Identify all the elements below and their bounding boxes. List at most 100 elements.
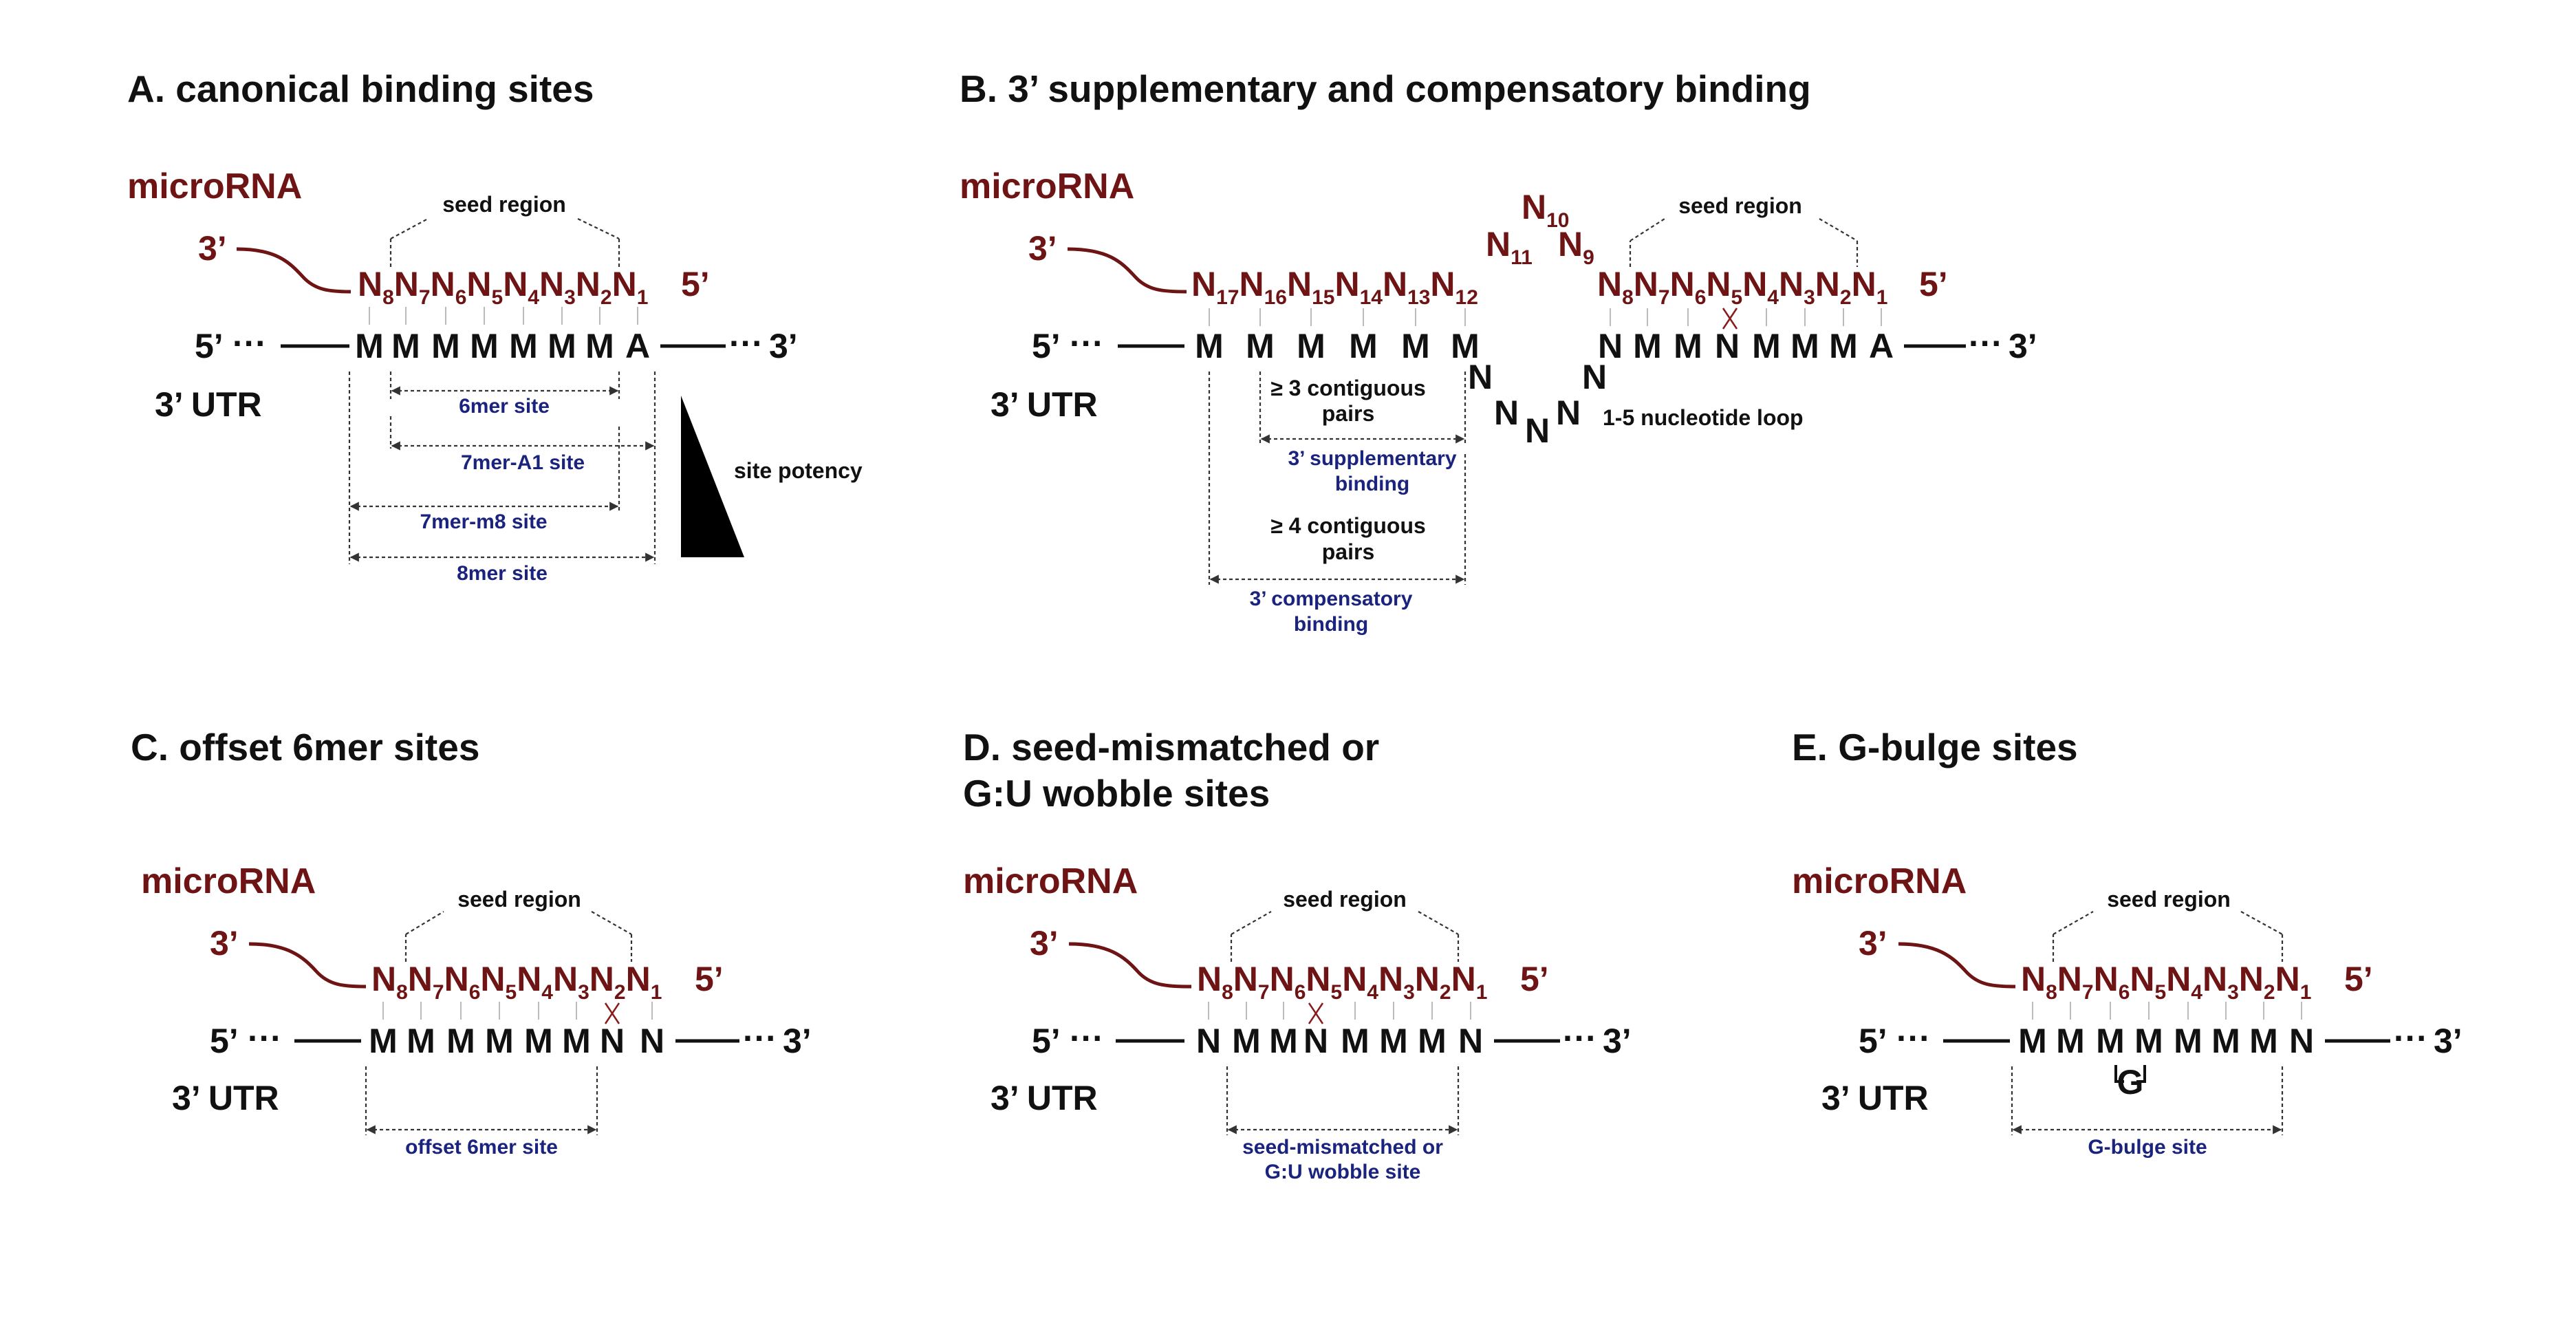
supplementary-bracket [1259,372,1466,444]
seed-bracket [2052,911,2284,962]
mirna-index: 3 [1804,286,1815,309]
utr-label: 3’ UTR [155,385,262,424]
seed-region-label: seed region [1678,193,1802,218]
supplementary-pairs-line1: ≥ 3 contiguous [1270,376,1426,400]
target-base: N [1196,1022,1221,1060]
target-dots-right: ··· [2394,1019,2428,1057]
mirna-5prime-label: 5’ [695,960,724,998]
compensatory-label-line1: 3’ compensatory [1250,588,1413,610]
mirna-tail [1068,942,1192,989]
target-5prime-label: 5’ [1859,1022,1887,1060]
target-base: M [391,327,420,365]
mirna-index: 2 [2264,981,2275,1004]
mirna-index: 6 [2119,981,2130,1004]
target-dots-right: ··· [743,1019,777,1057]
mirna-index: 8 [2046,981,2057,1004]
target-base: M [1829,327,1858,365]
mirna-tail [1067,247,1187,294]
utr-label: 3’ UTR [1821,1079,1929,1117]
supplementary-label-line1: 3’ supplementary [1288,447,1456,470]
target-loop-base: N [1556,394,1581,432]
site-label-line1: seed-mismatched or [1242,1136,1443,1159]
target-dots-left: ··· [1070,324,1104,363]
site-label-8mer: 8mer site [457,562,548,585]
target-dots-left: ··· [232,324,267,363]
target-strand-right: N M M N M M M A [1598,327,1894,365]
compensatory-bracket [1208,372,1466,585]
mirna-loop-n10: N10 [1522,188,1569,232]
seed-bracket [389,218,620,267]
target-base: M [2249,1022,2278,1060]
target-base: M [562,1022,591,1060]
pairing-ticks [369,307,638,325]
target-loop-base: N [1494,394,1519,432]
mirna-index: 6 [455,286,467,309]
mirna-index: 2 [600,286,612,309]
panel-d: D. seed-mismatched or G:U wobble sites m… [963,726,1632,1183]
mirna-index: 13 [1407,286,1430,309]
mirna-index: 6 [1695,286,1707,309]
mirna-index: 4 [1767,286,1779,309]
mirna-index: 8 [1622,286,1634,309]
target-dots-left: ··· [1896,1019,1931,1057]
target-base: M [1195,327,1224,365]
mirna-label: microRNA [1792,861,1967,901]
target-base: M [1401,327,1430,365]
target-base: N [1303,1022,1328,1060]
utr-label: 3’ UTR [991,1079,1098,1117]
mirna-index: 4 [528,286,539,309]
pairing-ticks [1208,1002,1471,1020]
site-bracket [365,1066,598,1135]
mirna-index: 9 [1583,246,1594,269]
mirna-index: 7 [1258,981,1270,1004]
mirna-index: 7 [1658,286,1670,309]
mirna-tail [236,247,351,294]
target-3prime-label: 3’ [2009,327,2037,365]
mirna-index: 1 [651,981,662,1004]
target-base: M [1232,1022,1261,1060]
target-strand: N M M N M M M N [1196,1022,1483,1060]
mirna-5prime-label: 5’ [2344,960,2373,998]
target-3prime-label: 3’ [1603,1022,1632,1060]
mirna-index: 5 [506,981,517,1004]
target-base: M [1297,327,1325,365]
target-base: M [2211,1022,2240,1060]
target-strand: M M M M M M M A [355,327,650,365]
panel-e-title: E. G-bulge sites [1792,726,2078,768]
target-3prime-label: 3’ [783,1022,812,1060]
panel-a: A. canonical binding sites microRNA seed… [127,67,863,585]
target-base: N [640,1022,664,1060]
g-bulge: G [2114,1063,2146,1101]
mirna-strand: N8N7N6N5N4N3N2N1 [371,960,662,1004]
target-loop-base: N [1525,411,1550,450]
mirna-index: 5 [1331,981,1343,1004]
seed-region-label: seed region [2107,887,2231,912]
loop-note: 1-5 nucleotide loop [1603,405,1804,430]
mirna-index: 5 [2155,981,2167,1004]
site-label-offset-6mer: offset 6mer site [405,1136,558,1159]
mirna-strand-seed-part: N8N7N6N5N4N3N2N1 [1597,265,1887,309]
mirna-3prime-label: 3’ [1859,924,1887,962]
mirna-index: 15 [1312,286,1334,309]
target-base: M [1790,327,1819,365]
mirna-index: 5 [1731,286,1743,309]
target-loop-base: N [1468,358,1493,396]
mirna-index: 4 [1367,981,1378,1004]
mirna-label: microRNA [960,166,1134,206]
target-loop-base: N [1582,358,1607,396]
target-base: M [355,327,384,365]
target-dots-right: ··· [729,324,764,363]
target-base: N [1458,1022,1483,1060]
mirna-label: microRNA [141,861,316,901]
target-base: M [1418,1022,1447,1060]
mirna-loop-n9: N9 [1558,225,1594,269]
target-base: N [2289,1022,2314,1060]
site-bracket [1226,1066,1460,1135]
mismatch-mark [1722,308,1738,330]
mirna-index: 7 [2082,981,2094,1004]
mirna-index: 11 [1511,246,1533,269]
target-base: M [585,327,614,365]
site-label-6mer: 6mer site [459,395,550,418]
seed-region-label: seed region [1283,887,1407,912]
mirna-index: 6 [1295,981,1306,1004]
